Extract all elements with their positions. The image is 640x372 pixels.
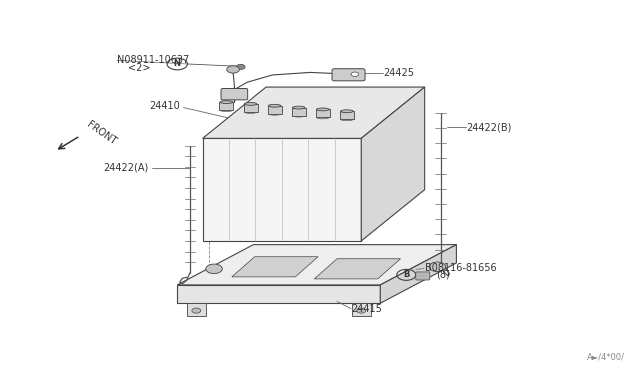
FancyBboxPatch shape [332, 69, 365, 81]
Polygon shape [220, 102, 234, 110]
Text: FRONT: FRONT [85, 119, 118, 147]
Polygon shape [232, 257, 318, 277]
FancyBboxPatch shape [416, 272, 429, 280]
Ellipse shape [317, 116, 329, 119]
Text: 24425: 24425 [383, 68, 415, 78]
Text: A►/4*00/: A►/4*00/ [586, 353, 625, 362]
Polygon shape [314, 259, 401, 279]
Circle shape [429, 262, 445, 272]
Ellipse shape [220, 101, 233, 103]
Polygon shape [380, 245, 456, 303]
Polygon shape [316, 109, 330, 118]
Polygon shape [244, 104, 257, 112]
Polygon shape [340, 111, 354, 119]
Ellipse shape [244, 103, 257, 105]
Polygon shape [177, 245, 456, 285]
Ellipse shape [220, 109, 233, 112]
Ellipse shape [268, 112, 281, 115]
Text: 24422(B): 24422(B) [466, 122, 511, 132]
Polygon shape [361, 87, 425, 241]
Text: 24422(A): 24422(A) [104, 163, 148, 173]
Polygon shape [187, 303, 206, 316]
Circle shape [227, 66, 239, 73]
FancyBboxPatch shape [221, 89, 248, 100]
Text: N: N [173, 60, 180, 68]
Ellipse shape [244, 110, 257, 113]
Circle shape [356, 308, 365, 313]
Polygon shape [203, 87, 425, 138]
Ellipse shape [292, 114, 305, 117]
Ellipse shape [317, 108, 329, 111]
Text: <2>: <2> [128, 63, 150, 73]
Text: (8): (8) [436, 269, 450, 279]
Polygon shape [268, 106, 282, 114]
Text: 24410: 24410 [150, 101, 180, 111]
Polygon shape [292, 108, 306, 116]
Ellipse shape [292, 106, 305, 109]
Polygon shape [177, 285, 380, 303]
Polygon shape [203, 138, 361, 241]
Polygon shape [352, 303, 371, 316]
Text: N08911-10637: N08911-10637 [117, 55, 189, 65]
Circle shape [351, 72, 358, 76]
Ellipse shape [340, 110, 353, 113]
Text: 24415: 24415 [351, 304, 382, 314]
Circle shape [236, 64, 245, 70]
Text: B08116-81656: B08116-81656 [426, 263, 497, 273]
Ellipse shape [340, 118, 353, 121]
Text: B: B [403, 270, 410, 279]
Circle shape [192, 308, 201, 313]
Ellipse shape [268, 104, 281, 107]
Circle shape [206, 264, 222, 273]
